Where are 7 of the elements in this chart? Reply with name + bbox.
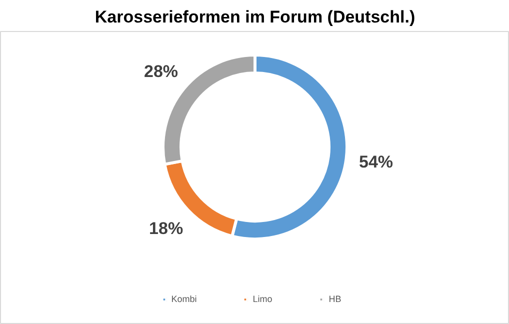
data-label: 54% bbox=[359, 152, 394, 172]
chart-title: Karosserieformen im Forum (Deutschl.) bbox=[94, 8, 416, 26]
legend-label: Kombi bbox=[171, 294, 197, 304]
legend-label: HB bbox=[328, 294, 342, 304]
data-label: 28% bbox=[144, 62, 178, 81]
data-label: 18% bbox=[149, 218, 184, 238]
legend-label: Limo bbox=[252, 294, 273, 304]
